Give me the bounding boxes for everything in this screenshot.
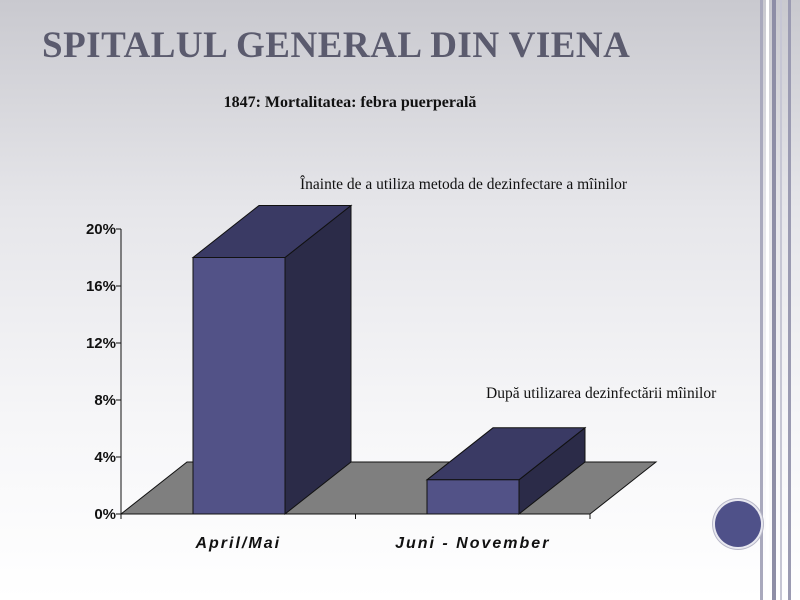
annotation-after: După utilizarea dezinfectării mîinilor [486,385,717,402]
bar [426,479,520,515]
border-rail [772,0,776,600]
bar-side-face [284,204,352,516]
y-tick-label: 0% [94,506,116,523]
y-tick-label: 16% [86,278,116,295]
slide-title: SPITALUL GENERAL DIN VIENA [42,25,631,66]
slide-border-rails [760,0,800,600]
y-tick-label: 8% [94,392,116,409]
decorative-circle [715,501,761,547]
y-tick-label: 20% [86,221,116,238]
bar [192,257,286,515]
x-tick-label: April/Mai [194,535,281,552]
chart-title: 1847: Mortalitatea: febra puerperală [223,94,477,111]
y-tick-label: 4% [94,449,116,466]
y-tick-label: 12% [86,335,116,352]
x-tick-label: Juni - November [395,535,550,552]
annotation-before: Înainte de a utiliza metoda de dezinfect… [300,176,628,193]
border-rail [780,0,782,600]
border-rail [788,0,791,600]
border-rail [760,0,763,600]
border-rail [766,0,769,600]
